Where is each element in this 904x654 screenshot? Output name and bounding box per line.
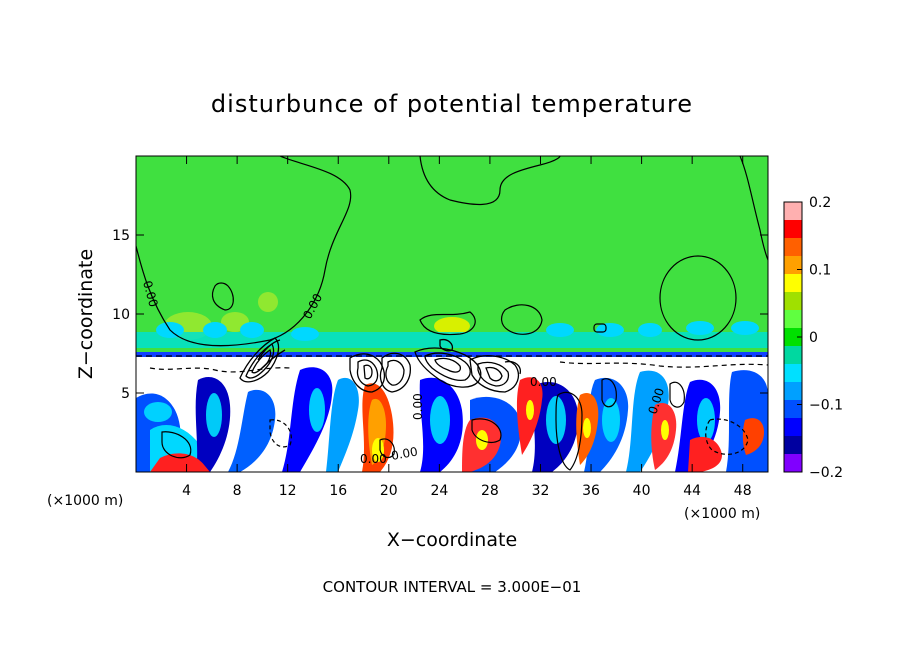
- x-tick-label: 20: [380, 483, 398, 499]
- y-tick-label: 5: [121, 386, 130, 402]
- inversion-cyan-lobes: [156, 321, 759, 341]
- x-unit-left: (×1000 m): [47, 493, 123, 509]
- x-tick-label: 44: [683, 483, 701, 499]
- colorbar-tick-label: 0: [809, 330, 818, 346]
- colorbar-segment: [784, 220, 802, 239]
- colorbar-segment: [784, 202, 802, 221]
- colorbar-segment: [784, 256, 802, 275]
- y-tick-label: 15: [112, 228, 130, 244]
- x-tick-label: 24: [430, 483, 448, 499]
- x-tick-label: 16: [329, 483, 347, 499]
- y-axis-title: Z−coordinate: [75, 249, 97, 379]
- colorbar-segment: [784, 364, 802, 383]
- x-tick-label: 8: [233, 483, 242, 499]
- x-tick-label: 36: [582, 483, 600, 499]
- colorbar-segment: [784, 436, 802, 455]
- negative-fringes: [144, 388, 715, 444]
- contour-label: 0.00: [390, 445, 419, 463]
- colorbar-segment: [784, 310, 802, 329]
- contour-label: 0.00: [140, 279, 160, 308]
- colorbar-segment: [784, 328, 802, 347]
- chart-title: disturbunce of potential temperature: [211, 90, 693, 118]
- x-unit-right: (×1000 m): [684, 506, 760, 522]
- x-tick-label: 48: [734, 483, 752, 499]
- contour-clusters: [239, 337, 521, 393]
- x-tick-label: 12: [279, 483, 297, 499]
- positive-patches: [164, 292, 470, 340]
- colorbar-tick-label: −0.2: [809, 465, 843, 481]
- colorbar-segment: [784, 238, 802, 257]
- colorbar: 0.2 0.1 0 −0.1 −0.2: [784, 195, 843, 481]
- x-axis: 4 8 12 16 20 24 28 32 36 40 44 48: [182, 156, 752, 499]
- colorbar-segment: [784, 292, 802, 311]
- contour-interval-note: CONTOUR INTERVAL = 3.000E−01: [323, 578, 582, 596]
- colorbar-frame: [783, 201, 803, 473]
- plot-area: 0.00 0.00 0.00 0.00 0.00 0.00 0.00: [136, 156, 768, 472]
- colorbar-segment: [784, 418, 802, 437]
- y-tick-label: 10: [112, 307, 130, 323]
- y-axis: 5 10 15: [112, 228, 768, 402]
- x-tick-label: 40: [633, 483, 651, 499]
- contour-label: 0.00: [530, 375, 557, 389]
- colorbar-tick-label: −0.1: [809, 398, 843, 414]
- x-axis-title: X−coordinate: [387, 529, 517, 551]
- contour-label: 0.00: [411, 393, 425, 420]
- contour-label: 0.00: [360, 452, 387, 466]
- contour-lines: [136, 156, 768, 471]
- x-tick-label: 28: [481, 483, 499, 499]
- colorbar-segment: [784, 400, 802, 419]
- x-tick-label: 4: [182, 483, 191, 499]
- colorbar-segment: [784, 454, 802, 473]
- colorbar-segment: [784, 382, 802, 401]
- colorbar-tick-label: 0.1: [809, 263, 831, 279]
- colorbar-tick-label: 0.2: [809, 195, 831, 211]
- x-tick-label: 32: [532, 483, 550, 499]
- colorbar-segment: [784, 274, 802, 293]
- colorbar-segment: [784, 346, 802, 365]
